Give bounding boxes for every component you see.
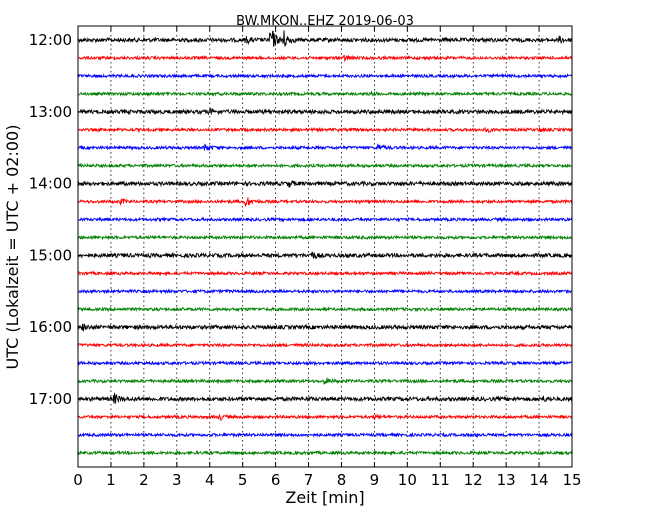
- x-tick-label: 7: [304, 471, 314, 489]
- trace-1545: [77, 306, 573, 313]
- trace-1400: [77, 179, 573, 188]
- y-axis: 12:00 13:00 14:00 15:00 16:00 17:00: [29, 31, 572, 408]
- y-tick-label: 13:00: [29, 103, 72, 121]
- trace-1700: [77, 392, 573, 404]
- y-tick-label: 17:00: [29, 390, 72, 408]
- trace-1345: [77, 162, 573, 169]
- y-tick-label: 12:00: [29, 31, 72, 49]
- x-tick-label: 1: [106, 471, 116, 489]
- trace-1430: [77, 216, 573, 223]
- trace-1300: [77, 107, 573, 116]
- y-tick-label: 15:00: [29, 246, 72, 264]
- x-axis-label: Zeit [min]: [285, 488, 364, 507]
- x-tick-label: 14: [530, 471, 549, 489]
- trace-1315: [77, 126, 573, 133]
- plot-frame: [77, 25, 573, 468]
- x-tick-label: 10: [398, 471, 417, 489]
- trace-1630: [77, 359, 573, 367]
- y-tick-label: 16:00: [29, 318, 72, 336]
- trace-1245: [77, 90, 573, 97]
- trace-1530: [77, 288, 573, 295]
- trace-1715: [77, 413, 573, 421]
- trace-1445: [77, 234, 573, 241]
- trace-group: [77, 30, 573, 456]
- trace-1215: [77, 54, 573, 63]
- trace-1200: [77, 30, 573, 47]
- trace-1745: [77, 449, 573, 456]
- x-tick-label: 6: [271, 471, 281, 489]
- chart-title: BW.MKON..EHZ 2019-06-03: [236, 14, 414, 29]
- x-tick-label: 9: [370, 471, 380, 489]
- x-tick-label: 0: [73, 471, 83, 489]
- x-tick-label: 12: [464, 471, 483, 489]
- x-tick-label: 8: [337, 471, 347, 489]
- trace-1230: [77, 72, 573, 79]
- y-axis-label: UTC (Lokalzeit = UTC + 02:00): [3, 125, 22, 370]
- trace-1500: [77, 250, 573, 260]
- y-tick-label: 14:00: [29, 175, 72, 193]
- grid-lines: [110, 26, 540, 467]
- trace-1515: [77, 270, 573, 277]
- trace-1415: [77, 197, 573, 207]
- trace-1330: [77, 143, 573, 151]
- trace-1615: [77, 342, 573, 349]
- x-tick-label: 3: [172, 471, 182, 489]
- x-tick-label: 13: [497, 471, 516, 489]
- trace-1645: [77, 377, 573, 386]
- x-tick-label: 11: [431, 471, 450, 489]
- trace-1730: [77, 431, 573, 439]
- x-tick-label: 5: [238, 471, 248, 489]
- trace-1600: [77, 323, 573, 332]
- x-tick-label: 15: [562, 471, 581, 489]
- x-tick-label: 2: [139, 471, 149, 489]
- x-tick-label: 4: [205, 471, 215, 489]
- x-axis: 0 1 2 3 4 5 6 7 8 9 10 11 12 13 14 15: [73, 26, 582, 489]
